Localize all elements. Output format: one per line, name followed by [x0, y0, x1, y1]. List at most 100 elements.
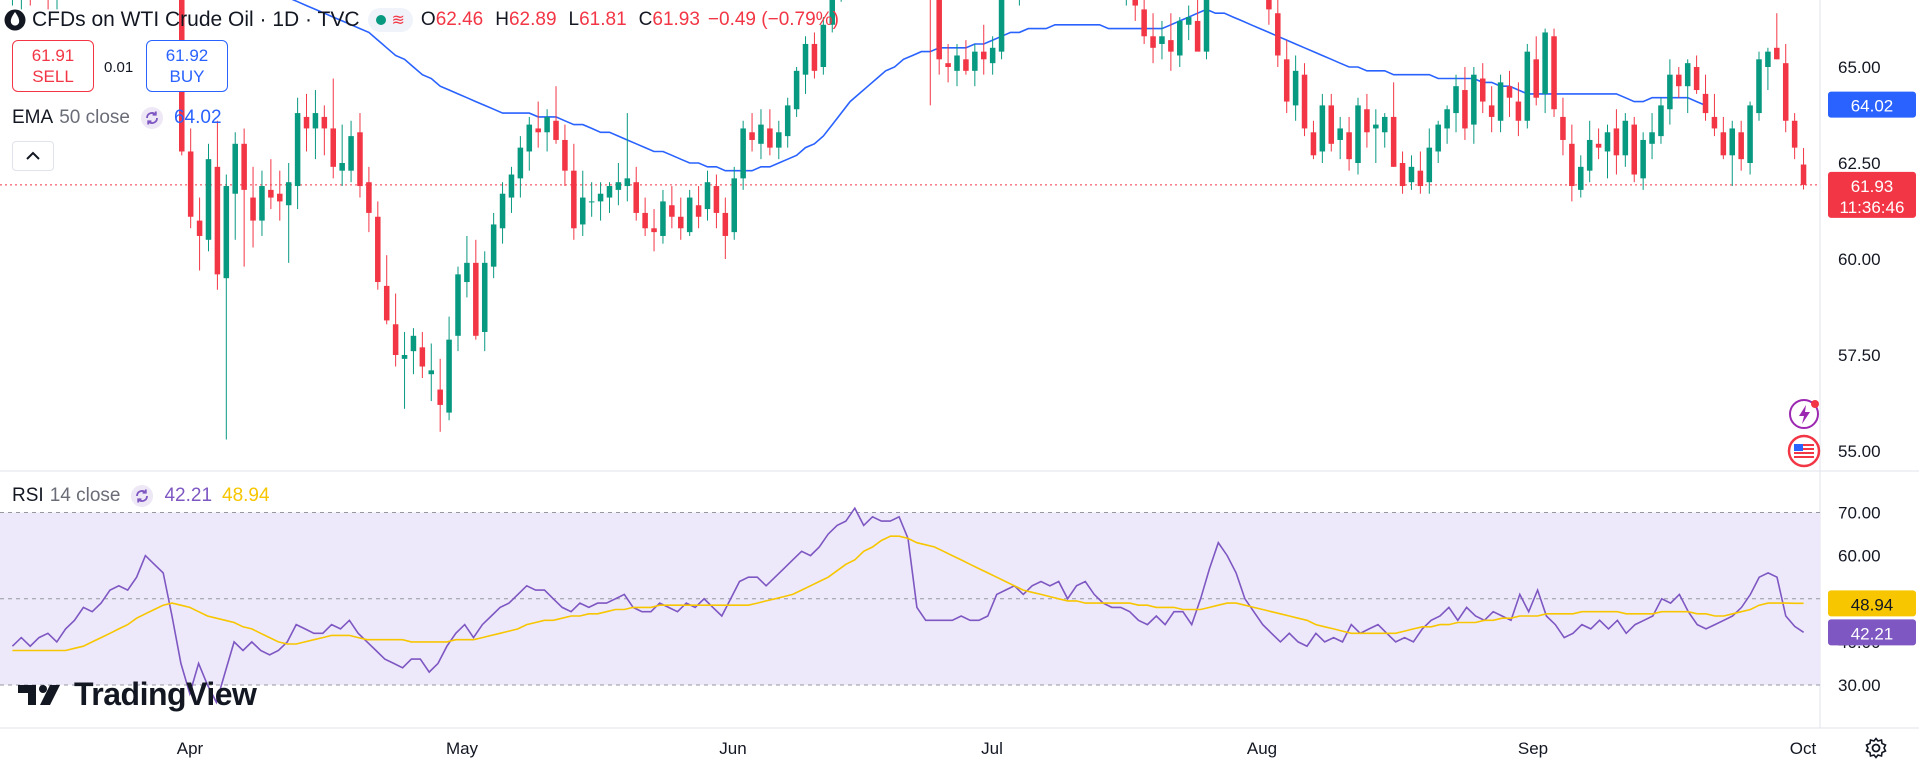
candle-body [1319, 105, 1326, 152]
candle [553, 86, 559, 144]
candle-body [1328, 105, 1335, 144]
candle [428, 343, 435, 402]
candle-body [686, 197, 693, 233]
candle [1533, 36, 1539, 106]
candle-body [1462, 90, 1468, 129]
candle-body [749, 132, 755, 140]
refresh-icon[interactable] [140, 106, 164, 130]
candle-body [321, 116, 328, 129]
candle-body [1791, 120, 1798, 148]
candle-body [1578, 166, 1584, 190]
ema-legend[interactable]: EMA 50 close 64.02 [12, 106, 222, 130]
candle [1782, 43, 1789, 133]
symbol-header[interactable]: CFDs on WTI Crude Oil · 1D · TVC ≋ O62.4… [4, 6, 839, 34]
flash-icon[interactable] [1788, 397, 1822, 431]
candle-body [1533, 59, 1539, 98]
candle [1177, 17, 1183, 67]
candle-body [348, 136, 354, 171]
candle-body [277, 193, 283, 202]
candle-body [606, 186, 613, 198]
rsi-legend[interactable]: RSI 14 close 42.21 48.94 [12, 484, 270, 508]
symbol-title[interactable]: CFDs on WTI Crude Oil · 1D · TVC [32, 8, 360, 31]
candle [731, 166, 737, 240]
candle [1684, 59, 1691, 114]
candle-body [214, 166, 221, 275]
candle-body [731, 178, 737, 233]
gear-icon[interactable] [1864, 736, 1888, 760]
candle-body [1301, 74, 1308, 129]
candle [1595, 128, 1602, 160]
candle [793, 67, 800, 117]
candle-body [1738, 132, 1744, 160]
candle-body [597, 193, 604, 202]
candle-body [1640, 139, 1646, 179]
candle [678, 197, 684, 240]
candle [1800, 148, 1807, 190]
candle [268, 159, 274, 210]
candle [1622, 113, 1629, 167]
candle [686, 189, 693, 236]
wave-icon: ≋ [391, 12, 405, 29]
market-status[interactable]: ≋ [367, 8, 413, 32]
candle-body [571, 170, 577, 229]
candle [1569, 124, 1575, 202]
candle-body [223, 186, 230, 279]
buy-label: BUY [169, 67, 205, 86]
rsi-band [0, 512, 1820, 686]
candle [1168, 13, 1174, 71]
candle-body [1782, 63, 1789, 121]
candle-body [1586, 139, 1593, 171]
rsi-params: 14 close [49, 485, 121, 506]
candle [651, 209, 657, 252]
candle-body [963, 59, 969, 71]
candle [205, 143, 212, 252]
candle-body [1800, 164, 1807, 185]
candle-body [1667, 74, 1673, 110]
candle [1364, 93, 1370, 148]
time-tick-label: May [446, 739, 479, 758]
candle-body [490, 224, 497, 267]
collapse-legend-button[interactable] [12, 141, 54, 171]
candle [1319, 93, 1326, 163]
candle [1132, 0, 1138, 21]
candle [223, 174, 230, 440]
candle [1310, 120, 1317, 160]
candle [704, 170, 711, 221]
candle [544, 109, 550, 152]
candle [1667, 59, 1673, 125]
candle-body [776, 132, 782, 148]
candle [802, 36, 809, 94]
candle [776, 120, 782, 160]
candle-body [1622, 120, 1629, 156]
candle-body [740, 128, 746, 179]
ohlc-high: H62.89 [495, 9, 556, 31]
us-flag-icon[interactable] [1786, 434, 1822, 468]
candle [1649, 113, 1655, 160]
refresh-icon[interactable] [130, 484, 154, 508]
candle-body [1560, 116, 1566, 140]
spread-value: 0.01 [104, 59, 134, 76]
candle-body [945, 63, 951, 67]
candle [1471, 67, 1477, 144]
candle [1444, 105, 1450, 144]
buy-button[interactable]: 61.92 BUY [146, 40, 228, 92]
candle [241, 128, 247, 267]
candle-body [1676, 74, 1682, 87]
tradingview-logo[interactable]: TradingView [18, 676, 257, 713]
candle [1640, 132, 1646, 190]
candle-body [1390, 116, 1397, 167]
candle [1738, 120, 1744, 171]
candle-body [1159, 36, 1165, 44]
candle [1125, 0, 1127, 6]
sell-button[interactable]: 61.91 SELL [12, 40, 94, 92]
rsi-value-tag: 42.21 [1828, 619, 1916, 646]
candle [1542, 28, 1548, 114]
candle-body [1444, 109, 1450, 129]
rsi-ma-line [12, 535, 1804, 652]
candle-body [357, 132, 363, 187]
candle [624, 113, 631, 202]
candle-body [339, 163, 345, 171]
candle [811, 32, 818, 79]
candle-body [651, 228, 657, 233]
